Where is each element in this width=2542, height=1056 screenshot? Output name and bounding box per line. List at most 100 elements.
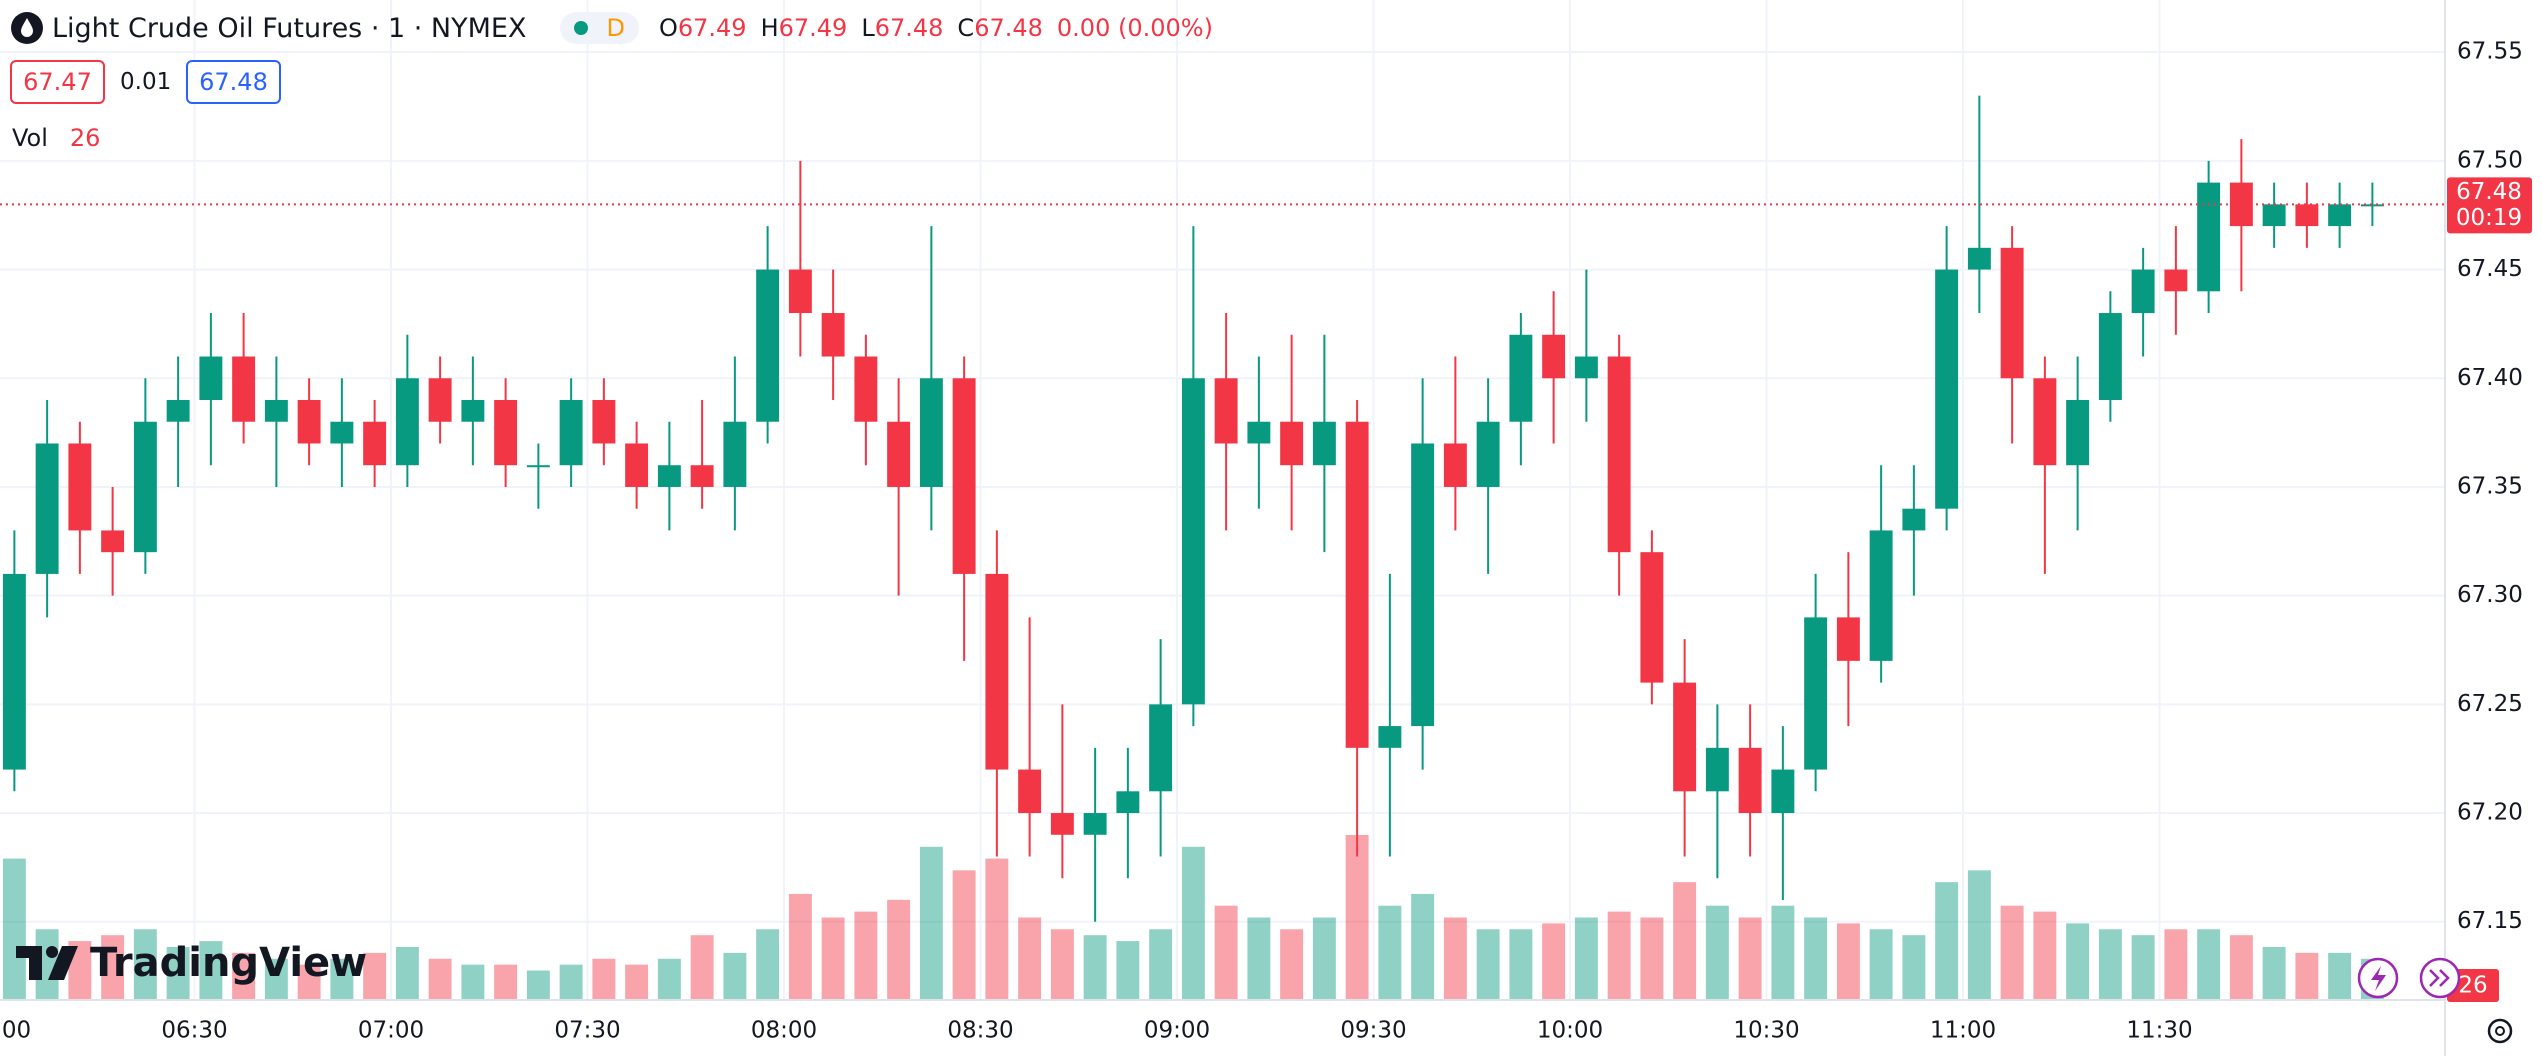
symbol-title[interactable]: Light Crude Oil Futures · 1 · NYMEX	[52, 12, 527, 44]
candle-body	[788, 269, 812, 314]
volume-bar	[985, 858, 1009, 1000]
ohlc-label: H	[760, 14, 779, 42]
volume-bar	[232, 952, 256, 1000]
volume-bar	[1214, 905, 1238, 1000]
candle-body	[1673, 682, 1697, 792]
candle-body	[1378, 726, 1402, 748]
last-price-tag	[2447, 177, 2532, 234]
candle-body	[1607, 356, 1631, 553]
volume-bar	[625, 964, 649, 1000]
volume-bar	[1902, 935, 1926, 1000]
candle-body	[2066, 400, 2090, 466]
y-tick-label: 67.55	[2457, 39, 2523, 65]
spread-value: 0.01	[120, 69, 172, 95]
ohlc-label: O	[658, 14, 678, 42]
symbol-header: Light Crude Oil Futures · 1 · NYMEX D O 6…	[10, 10, 1213, 46]
candle-body	[854, 356, 878, 422]
volume-bar	[2098, 929, 2122, 1000]
volume-bar	[526, 970, 550, 1000]
market-status[interactable]: D	[560, 12, 639, 44]
x-tick-label: 10:00	[1537, 1018, 1603, 1044]
icon-glyph	[2429, 969, 2450, 987]
volume-bar	[428, 958, 452, 1000]
icon-ring	[2487, 1018, 2513, 1044]
candle-body	[1705, 747, 1729, 792]
volume-bar	[919, 846, 943, 1000]
brand-logo	[16, 946, 78, 980]
volume-bar	[2197, 929, 2221, 1000]
symbol-icon[interactable]	[10, 11, 44, 45]
ohlc-value: 67.48	[974, 14, 1043, 42]
candle-body	[1836, 617, 1860, 661]
volume-bar	[2262, 946, 2286, 1000]
volume-label: Vol	[12, 124, 48, 152]
brand[interactable]: TradingView	[16, 940, 367, 986]
volume-bar	[723, 952, 747, 1000]
candle-body	[2262, 204, 2286, 227]
candle-body	[461, 400, 485, 422]
volume-bar	[68, 941, 92, 1000]
interval-badge: D	[606, 14, 625, 42]
candle-body	[756, 269, 780, 422]
volume-bar	[395, 946, 419, 1000]
y-tick-label: 67.30	[2457, 582, 2523, 608]
x-tick-label: 09:30	[1340, 1018, 1406, 1044]
candle-body	[2328, 204, 2352, 227]
volume-bar	[1280, 929, 1304, 1000]
bid: 67.47	[23, 68, 92, 96]
candle-body	[2000, 247, 2024, 379]
volume-bar	[166, 946, 190, 1000]
volume-bar	[1640, 917, 1664, 1000]
volume-bar	[1181, 846, 1205, 1000]
y-tick-label: 67.20	[2457, 800, 2523, 826]
candle-body	[35, 443, 59, 574]
candle-body	[2098, 313, 2122, 400]
candle-body	[821, 313, 845, 357]
candle-body	[1443, 443, 1467, 487]
volume-bar	[1312, 917, 1336, 1000]
volume-bar	[1345, 835, 1369, 1000]
candle-body	[723, 421, 747, 487]
volume-bar	[330, 958, 354, 1000]
status-dot	[574, 21, 589, 35]
settings-button[interactable]	[2487, 1018, 2513, 1044]
volume-bar	[101, 935, 125, 1000]
candle-body	[1542, 334, 1566, 379]
ohlc-value: 67.48	[874, 14, 944, 42]
y-tick-label: 67.50	[2457, 147, 2523, 173]
candle-body	[2164, 269, 2188, 292]
x-tick-label: 06:30	[161, 1018, 227, 1044]
volume-bar	[264, 958, 288, 1000]
bid-button[interactable]: 67.47	[10, 60, 105, 104]
candle-body	[264, 400, 288, 422]
replay-button[interactable]	[2357, 957, 2399, 999]
y-tick-label: 67.15	[2457, 908, 2523, 934]
volume-bar	[2328, 952, 2352, 1000]
candle-body	[952, 378, 976, 574]
volume-bar	[887, 899, 911, 1000]
candle-body	[2197, 182, 2221, 292]
candle-body	[1902, 508, 1926, 531]
candle-body	[1149, 704, 1173, 792]
volume-bar	[821, 917, 845, 1000]
scroll-button[interactable]	[2419, 957, 2461, 999]
candle-body	[592, 400, 616, 444]
volume-bar	[297, 964, 321, 1000]
volume-bar	[2229, 935, 2253, 1000]
x-tick-label: 08:30	[947, 1018, 1013, 1044]
candle-body	[887, 421, 911, 487]
candle-body	[1345, 421, 1369, 748]
volume-bar	[1705, 905, 1729, 1000]
candle-body	[1869, 530, 1893, 661]
volume-bar	[2295, 952, 2319, 1000]
candle-body	[363, 421, 387, 466]
candle-body	[1804, 617, 1828, 770]
volume-bar	[2164, 929, 2188, 1000]
volume-bar	[1116, 941, 1140, 1000]
icon-dot	[2495, 1026, 2505, 1036]
candle-body	[1214, 378, 1238, 444]
volume-bar	[461, 964, 485, 1000]
ask-button[interactable]: 67.48	[186, 60, 281, 104]
candles	[2, 95, 2384, 922]
